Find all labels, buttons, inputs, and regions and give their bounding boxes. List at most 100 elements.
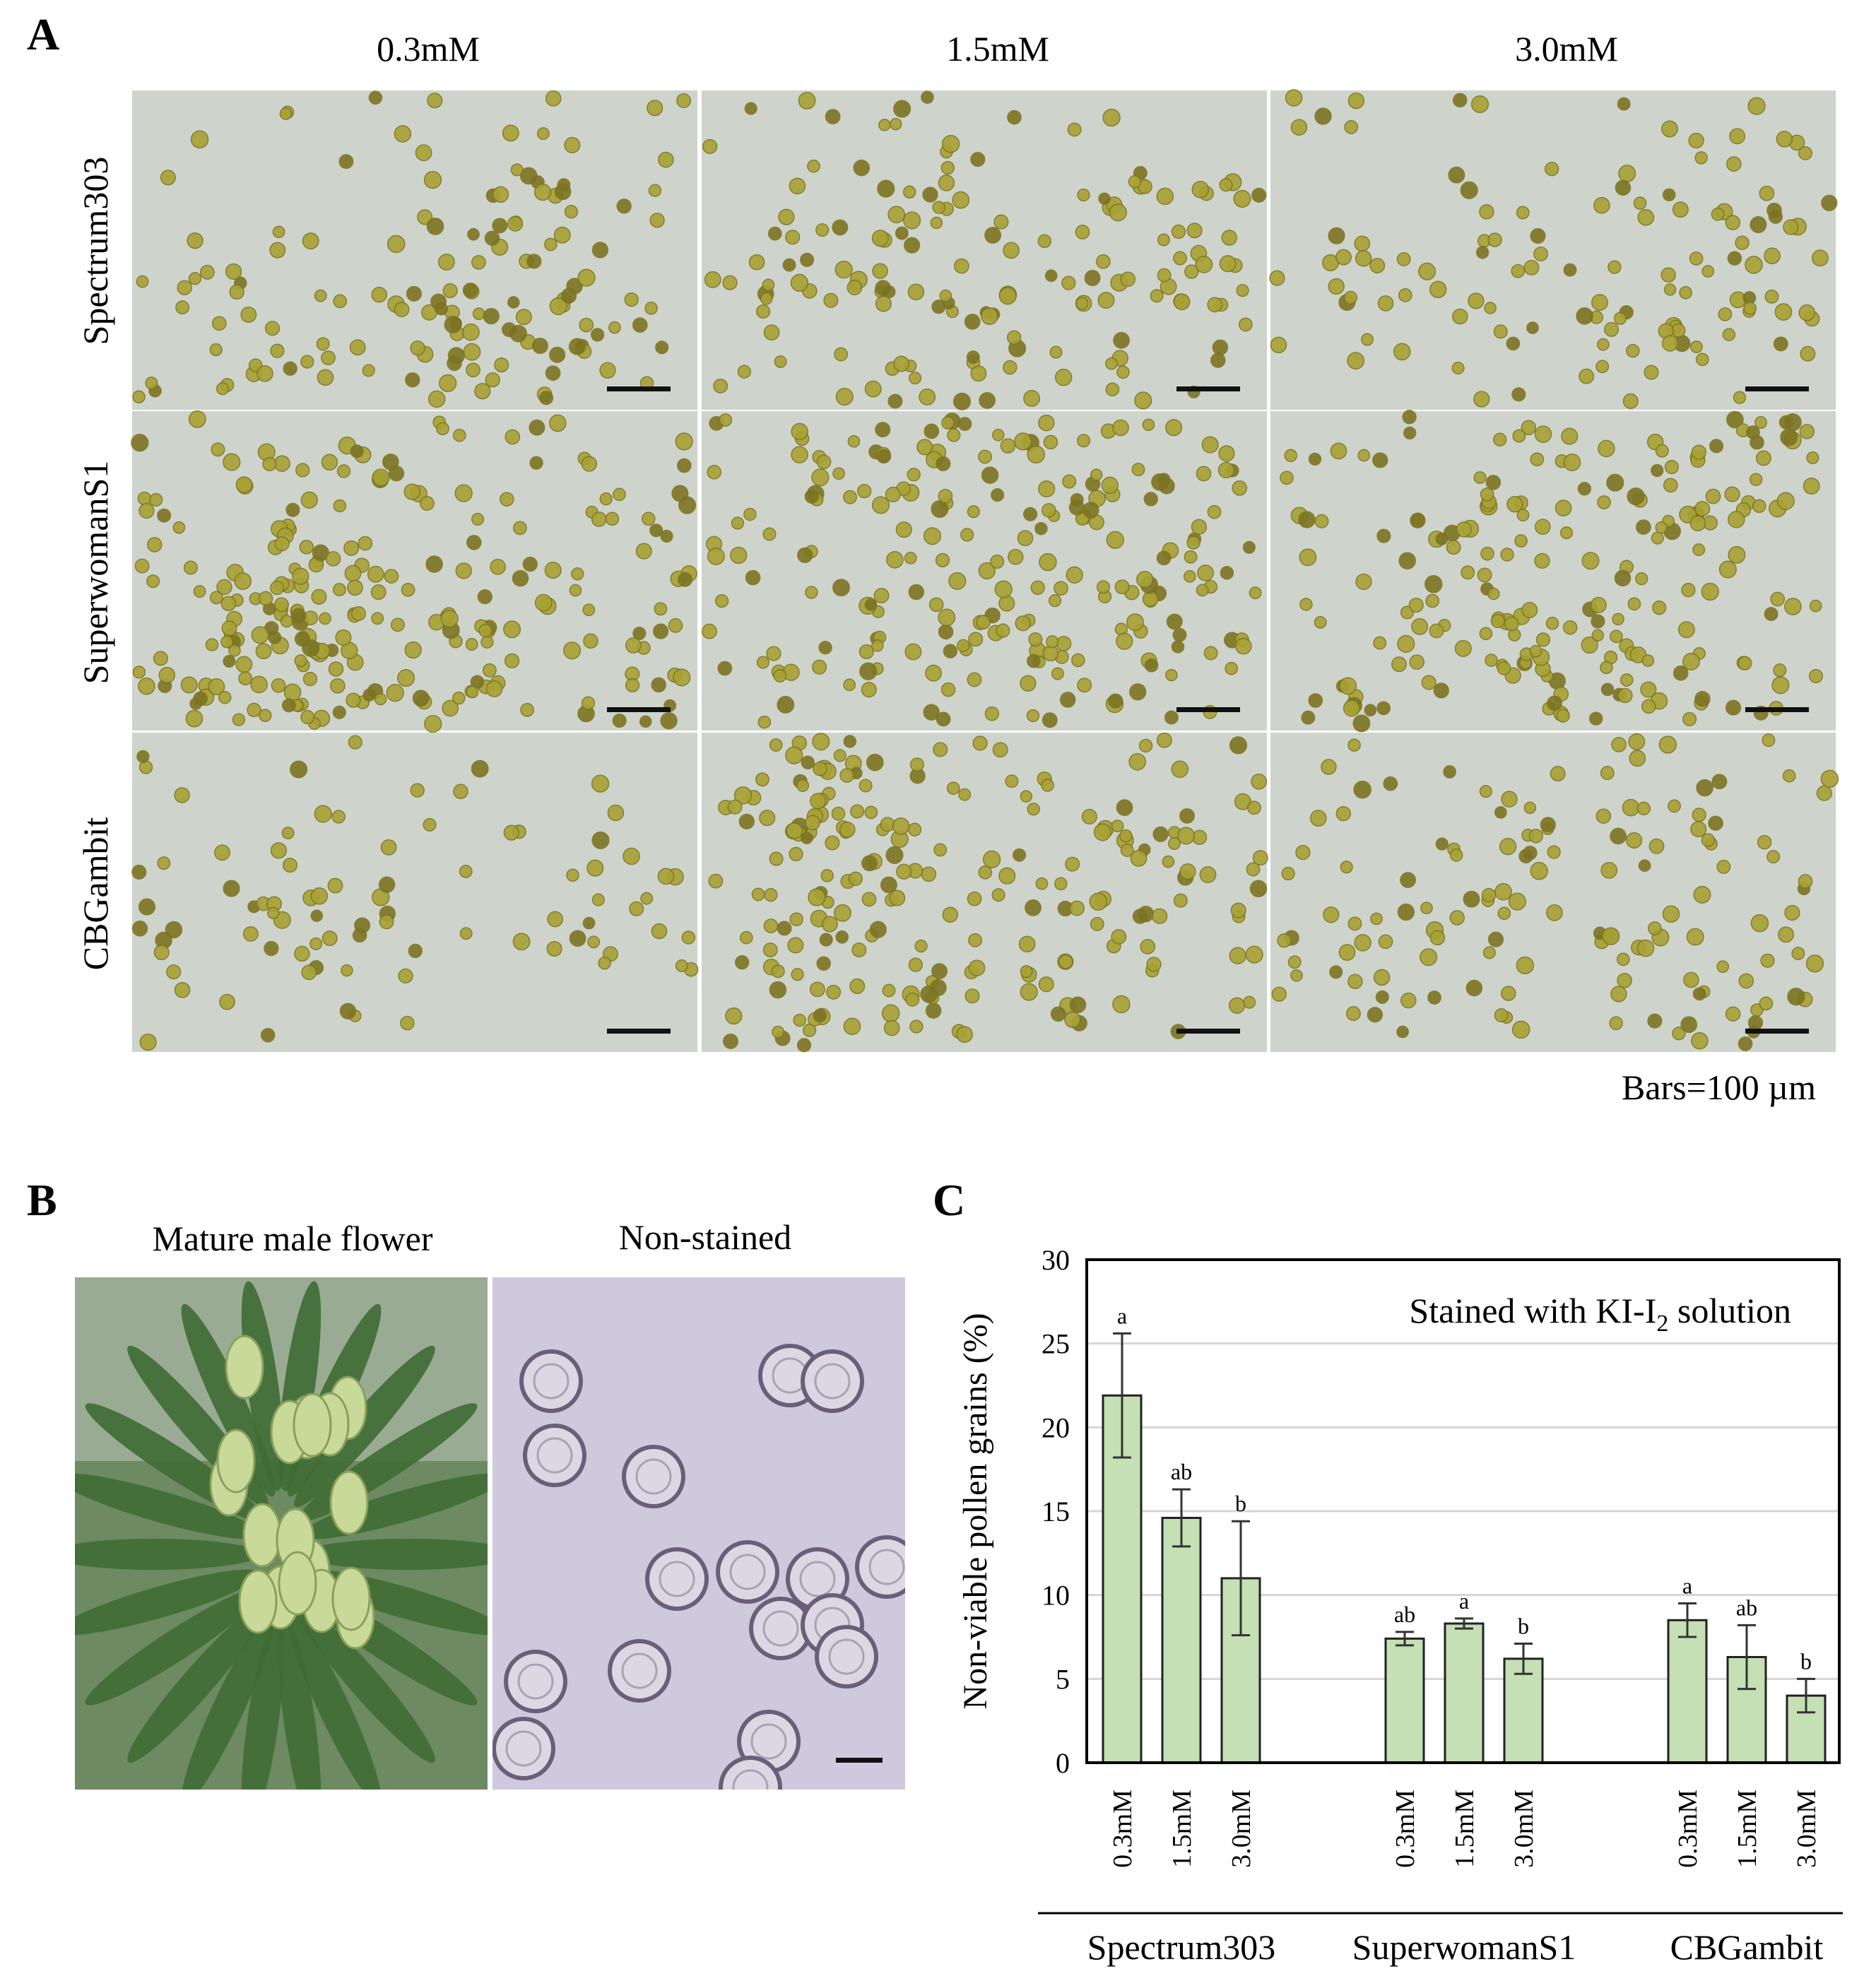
pollen-grain bbox=[964, 314, 981, 330]
pollen-grain bbox=[785, 746, 803, 764]
pollen-grain bbox=[424, 714, 442, 733]
pollen-grain bbox=[1618, 165, 1636, 183]
pollen-grain bbox=[1221, 230, 1238, 246]
pollen-grain bbox=[1069, 996, 1087, 1014]
pollen-grain bbox=[1481, 887, 1497, 903]
pollen-grain bbox=[1020, 965, 1033, 978]
pollen-grain bbox=[1820, 769, 1839, 788]
pollen-grain bbox=[994, 580, 1013, 598]
pollen-grain bbox=[1728, 511, 1745, 528]
pollen-grain bbox=[290, 760, 308, 779]
pollen-grain bbox=[153, 944, 170, 961]
pollen-grain bbox=[283, 361, 297, 376]
pollen-grain bbox=[1168, 837, 1181, 850]
pollen-grain bbox=[1335, 806, 1351, 822]
pollen-grain bbox=[480, 635, 494, 649]
pollen-grain bbox=[649, 213, 665, 228]
pollen-grain bbox=[909, 757, 924, 772]
pollen-grain bbox=[223, 453, 241, 471]
pollen-grain bbox=[294, 945, 310, 962]
pollen-grain bbox=[818, 641, 832, 655]
pollen-grain bbox=[948, 572, 967, 590]
pollen-grain bbox=[811, 468, 830, 487]
pollen-grain bbox=[960, 528, 974, 542]
pollen-grain bbox=[358, 536, 373, 551]
pollen-grain bbox=[1595, 808, 1612, 824]
pollen-grain bbox=[1308, 452, 1322, 466]
pollen-grain bbox=[310, 909, 324, 922]
pollen-grain bbox=[1102, 108, 1121, 127]
pollen-grain bbox=[271, 678, 286, 693]
pollen-grain bbox=[436, 422, 449, 436]
pollen-grain bbox=[850, 804, 865, 819]
pollen-grain bbox=[916, 439, 933, 456]
pollen-grain bbox=[1410, 512, 1426, 528]
pollen-grain bbox=[561, 288, 577, 304]
pollen-grain bbox=[639, 715, 652, 728]
pollen-grain bbox=[966, 350, 980, 365]
pollen-grain bbox=[1329, 965, 1343, 979]
pollen-grain bbox=[832, 467, 845, 480]
pollen-grain bbox=[1694, 151, 1708, 165]
pollen-grain bbox=[362, 688, 376, 702]
pollen-grain bbox=[1038, 480, 1056, 498]
y-tick-label: 20 bbox=[1042, 1412, 1070, 1443]
pollen-grain bbox=[394, 125, 412, 143]
pollen-grain bbox=[1364, 704, 1377, 717]
pollen-grain bbox=[1383, 776, 1398, 791]
pollen-grain bbox=[1179, 808, 1195, 824]
pollen-grain bbox=[1689, 515, 1706, 532]
pollen-grain bbox=[466, 535, 482, 550]
pollen-grain bbox=[1600, 682, 1615, 697]
pollen-grain bbox=[1277, 933, 1292, 948]
pollen-grain bbox=[832, 219, 849, 236]
pollen-grain bbox=[998, 595, 1015, 612]
pollen-grain bbox=[939, 289, 952, 302]
pollen-grain bbox=[423, 170, 442, 189]
pollen-grain bbox=[188, 410, 206, 428]
pollen-grain bbox=[1005, 774, 1019, 788]
pollen-grain bbox=[882, 983, 896, 998]
pollen-grain bbox=[137, 491, 152, 506]
pollen-grain bbox=[564, 136, 581, 153]
x-tick-label: 0.3mM bbox=[1391, 1790, 1420, 1868]
pollen-grain bbox=[1111, 820, 1124, 833]
pollen-grain bbox=[331, 810, 346, 824]
pollen-grain bbox=[557, 178, 571, 192]
pollen-grain bbox=[981, 307, 998, 325]
pollen-grain bbox=[654, 602, 668, 616]
pollen-grain bbox=[582, 916, 596, 930]
pollen-grain bbox=[886, 550, 904, 569]
pollen-grain bbox=[640, 892, 654, 905]
pollen-grain bbox=[1644, 365, 1659, 380]
pollen-grain bbox=[427, 390, 446, 408]
y-tick-label: 25 bbox=[1042, 1328, 1070, 1360]
pollen-grain bbox=[1800, 345, 1816, 362]
pollen-grain bbox=[1132, 909, 1148, 924]
pollen-grain bbox=[839, 822, 856, 838]
pollen-grain bbox=[1609, 1016, 1623, 1031]
pollen-grain bbox=[136, 750, 150, 764]
pollen-grain bbox=[1484, 302, 1497, 314]
pollen-grain bbox=[871, 496, 890, 514]
pollen-grain bbox=[1116, 799, 1133, 816]
pollen-grain bbox=[843, 735, 857, 748]
pollen-grain bbox=[1747, 97, 1766, 115]
pollen-grain bbox=[1773, 663, 1787, 678]
pollen-grain bbox=[1662, 905, 1680, 923]
pollen-grain bbox=[1373, 969, 1391, 986]
pollen-grain bbox=[1173, 893, 1188, 908]
pollen-grain bbox=[549, 297, 567, 315]
pollen-grain bbox=[1487, 232, 1502, 247]
pollen-grain bbox=[405, 372, 420, 388]
pollen-grain bbox=[208, 678, 225, 696]
pollen-grain bbox=[472, 307, 485, 320]
pollen-grain bbox=[1376, 701, 1391, 716]
leaf-shape bbox=[75, 1473, 261, 1539]
pollen-grain bbox=[843, 1017, 861, 1036]
pollen-grain bbox=[1809, 599, 1822, 613]
pollen-grain bbox=[371, 612, 384, 625]
pollen-grain bbox=[1816, 785, 1832, 801]
pollen-grain bbox=[981, 466, 999, 484]
pollen-grain bbox=[834, 347, 849, 362]
